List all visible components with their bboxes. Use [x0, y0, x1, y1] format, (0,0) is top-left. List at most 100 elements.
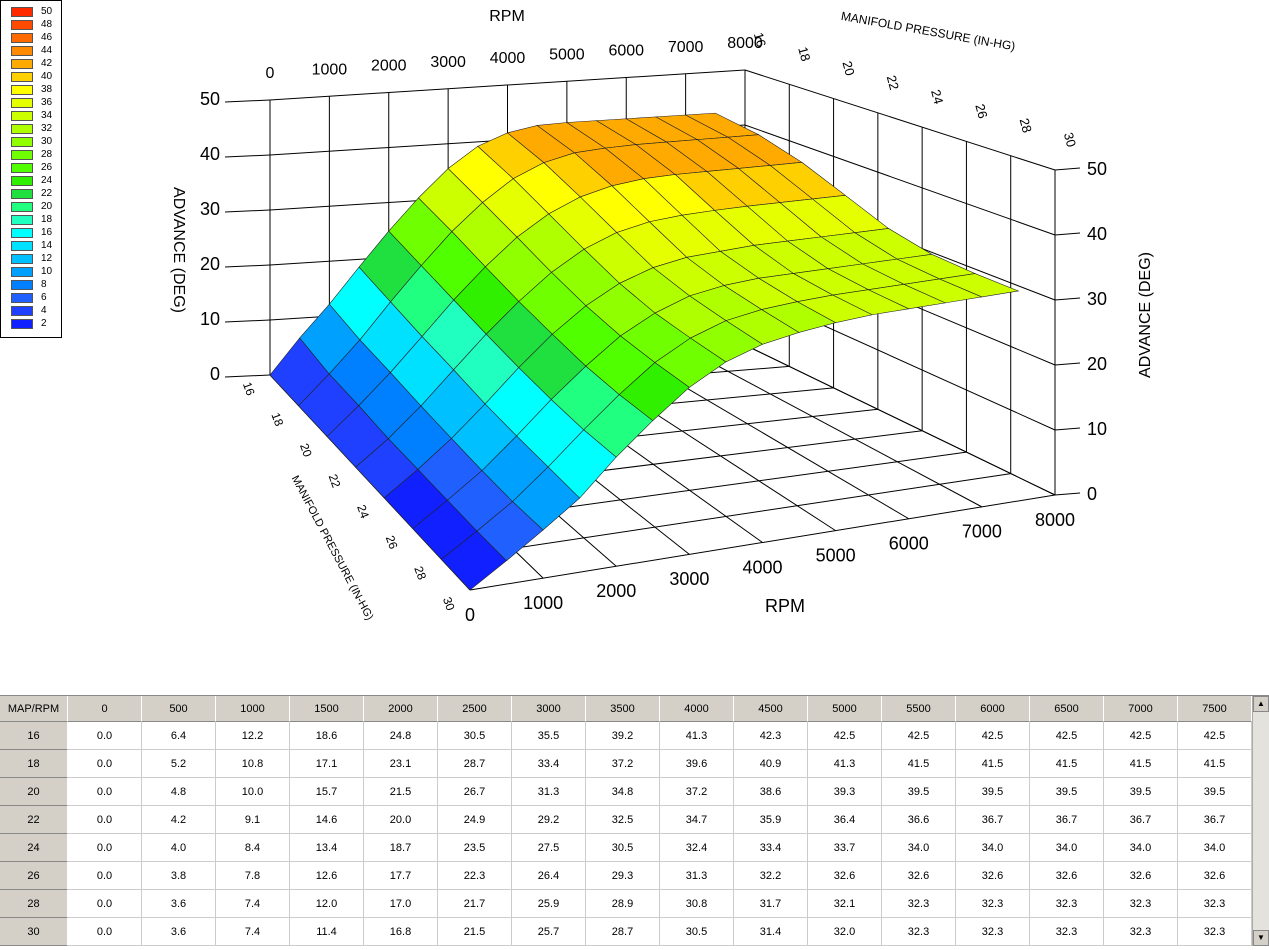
rpm-tick-label-top: 5000 — [549, 46, 585, 63]
table-cell: 36.7 — [1104, 806, 1178, 834]
table-cell: 16.8 — [364, 918, 438, 946]
legend-swatch — [11, 137, 33, 147]
rpm-tick-label-top: 7000 — [668, 39, 704, 56]
column-header: 1500 — [290, 696, 364, 722]
table-cell: 32.6 — [1104, 862, 1178, 890]
row-header: 22 — [0, 806, 68, 834]
legend-entry: 8 — [9, 279, 59, 291]
legend-swatch — [11, 7, 33, 17]
table-cell: 21.7 — [438, 890, 512, 918]
table-cell: 32.5 — [586, 806, 660, 834]
rpm-tick-label: 7000 — [962, 522, 1002, 542]
legend-entry: 44 — [9, 45, 59, 57]
table-cell: 42.3 — [734, 722, 808, 750]
legend-entry: 32 — [9, 123, 59, 135]
advance-tick — [1054, 297, 1081, 301]
map-tick-label: 26 — [383, 534, 401, 552]
table-cell: 37.2 — [660, 778, 734, 806]
table-cell: 23.1 — [364, 750, 438, 778]
legend-swatch — [11, 33, 33, 43]
table-cell: 36.4 — [808, 806, 882, 834]
table-cell: 24.8 — [364, 722, 438, 750]
table-cell: 31.3 — [660, 862, 734, 890]
advance-tick — [224, 154, 271, 158]
legend-label: 8 — [41, 279, 47, 290]
table-cell: 32.6 — [956, 862, 1030, 890]
table-cell: 31.3 — [512, 778, 586, 806]
map-axis-title-top: MANIFOLD PRESSURE (IN-HG) — [840, 9, 1016, 53]
map-tick-label-top: 30 — [1061, 131, 1079, 149]
legend-swatch — [11, 202, 33, 212]
table-cell: 0.0 — [68, 750, 142, 778]
advance-tick — [1054, 492, 1081, 496]
advance-tick-label-right: 20 — [1087, 354, 1107, 374]
advance-tick — [1054, 167, 1081, 171]
legend-label: 10 — [41, 266, 53, 277]
table-cell: 0.0 — [68, 834, 142, 862]
column-header: 6500 — [1030, 696, 1104, 722]
scroll-up[interactable]: ▲ — [1253, 696, 1269, 712]
legend-entry: 26 — [9, 162, 59, 174]
table-cell: 0.0 — [68, 918, 142, 946]
table-cell: 30.8 — [660, 890, 734, 918]
table-cell: 39.5 — [882, 778, 956, 806]
table-cell: 6.4 — [142, 722, 216, 750]
legend-entry: 42 — [9, 58, 59, 70]
table-cell: 41.5 — [1178, 750, 1252, 778]
surface-plot: RPM RPM MANIFOLD PRESSURE (IN-HG) MANIFO… — [170, 8, 1154, 625]
legend-label: 2 — [41, 318, 47, 329]
table-cell: 41.5 — [882, 750, 956, 778]
table-cell: 34.0 — [882, 834, 956, 862]
legend-entry: 22 — [9, 188, 59, 200]
scrollbar[interactable]: ▲ ▼ — [1252, 696, 1269, 946]
legend-entry: 10 — [9, 266, 59, 278]
advance-tick-label-right: 0 — [1087, 484, 1097, 504]
column-header: 5000 — [808, 696, 882, 722]
advance-tick-label-left: 10 — [200, 309, 220, 329]
legend-swatch — [11, 280, 33, 290]
table-cell: 3.8 — [142, 862, 216, 890]
table-cell: 7.8 — [216, 862, 290, 890]
column-header: 4000 — [660, 696, 734, 722]
legend-swatch — [11, 306, 33, 316]
table-cell: 39.3 — [808, 778, 882, 806]
side-wall-grid-line — [744, 124, 1056, 236]
surface-cell — [938, 273, 1020, 298]
advance-axis-title-left: ADVANCE (DEG) — [170, 187, 187, 313]
legend-entry: 46 — [9, 32, 59, 44]
table-cell: 17.1 — [290, 750, 364, 778]
table-cell: 39.5 — [1178, 778, 1252, 806]
table-cell: 32.3 — [956, 918, 1030, 946]
table-cell: 32.2 — [734, 862, 808, 890]
table-cell: 41.5 — [1104, 750, 1178, 778]
legend-swatch — [11, 111, 33, 121]
table-cell: 34.0 — [1178, 834, 1252, 862]
table-cell: 41.3 — [660, 722, 734, 750]
legend-entry: 14 — [9, 240, 59, 252]
legend-swatch — [11, 163, 33, 173]
table-cell: 41.3 — [808, 750, 882, 778]
map-tick-label: 22 — [326, 472, 344, 490]
table-cell: 4.0 — [142, 834, 216, 862]
legend-label: 18 — [41, 214, 53, 225]
table-cell: 29.2 — [512, 806, 586, 834]
legend-swatch — [11, 85, 33, 95]
table-cell: 26.4 — [512, 862, 586, 890]
map-axis-title: MANIFOLD PRESSURE (IN-HG) — [289, 474, 376, 623]
table-cell: 39.5 — [1030, 778, 1104, 806]
rpm-tick-label-top: 3000 — [430, 54, 466, 71]
table-cell: 9.1 — [216, 806, 290, 834]
table-cell: 41.5 — [1030, 750, 1104, 778]
rpm-tick-label: 2000 — [596, 581, 636, 601]
advance-axis-title-right: ADVANCE (DEG) — [1137, 252, 1154, 378]
table-cell: 17.0 — [364, 890, 438, 918]
table-cell: 4.2 — [142, 806, 216, 834]
scroll-down[interactable]: ▼ — [1253, 930, 1269, 946]
legend-swatch — [11, 124, 33, 134]
rpm-tick-label-top: 0 — [266, 65, 275, 82]
table-cell: 39.6 — [660, 750, 734, 778]
table-cell: 34.0 — [1030, 834, 1104, 862]
table-cell: 39.2 — [586, 722, 660, 750]
legend-entry: 40 — [9, 71, 59, 83]
color-legend: 50 48 46 44 42 40 38 36 34 32 30 28 26 24 22 20 18 16 14 12… — [0, 0, 62, 338]
